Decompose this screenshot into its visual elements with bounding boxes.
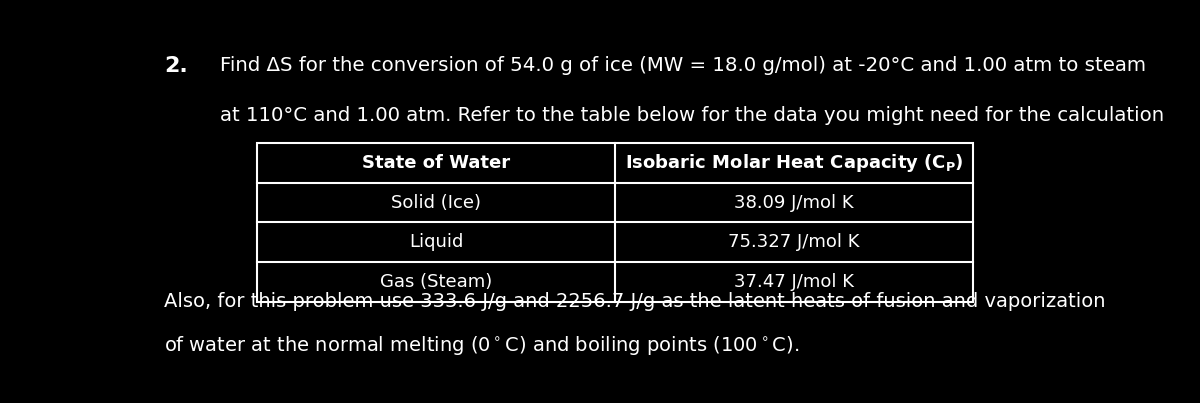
Text: 38.09 J/mol K: 38.09 J/mol K: [734, 193, 854, 212]
Text: Liquid: Liquid: [409, 233, 463, 251]
Text: 75.327 J/mol K: 75.327 J/mol K: [728, 233, 859, 251]
Text: State of Water: State of Water: [362, 154, 510, 172]
Text: 37.47 J/mol K: 37.47 J/mol K: [734, 273, 854, 291]
Text: at 110°C and 1.00 atm. Refer to the table below for the data you might need for : at 110°C and 1.00 atm. Refer to the tabl…: [220, 106, 1164, 125]
Text: Gas (Steam): Gas (Steam): [380, 273, 492, 291]
Text: 2.: 2.: [164, 56, 187, 76]
Text: Find ΔS for the conversion of 54.0 g of ice (MW = 18.0 g/mol) at -20°C and 1.00 : Find ΔS for the conversion of 54.0 g of …: [220, 56, 1146, 75]
Text: Also, for this problem use 333.6 J/g and 2256.7 J/g as the latent heats of fusio: Also, for this problem use 333.6 J/g and…: [164, 292, 1105, 311]
Text: of water at the normal melting (0$^\circ$C) and boiling points (100$^\circ$C).: of water at the normal melting (0$^\circ…: [164, 334, 799, 357]
Text: Solid (Ice): Solid (Ice): [391, 193, 481, 212]
Text: Isobaric Molar Heat Capacity (C$_\mathregular{P}$): Isobaric Molar Heat Capacity (C$_\mathre…: [625, 152, 964, 174]
